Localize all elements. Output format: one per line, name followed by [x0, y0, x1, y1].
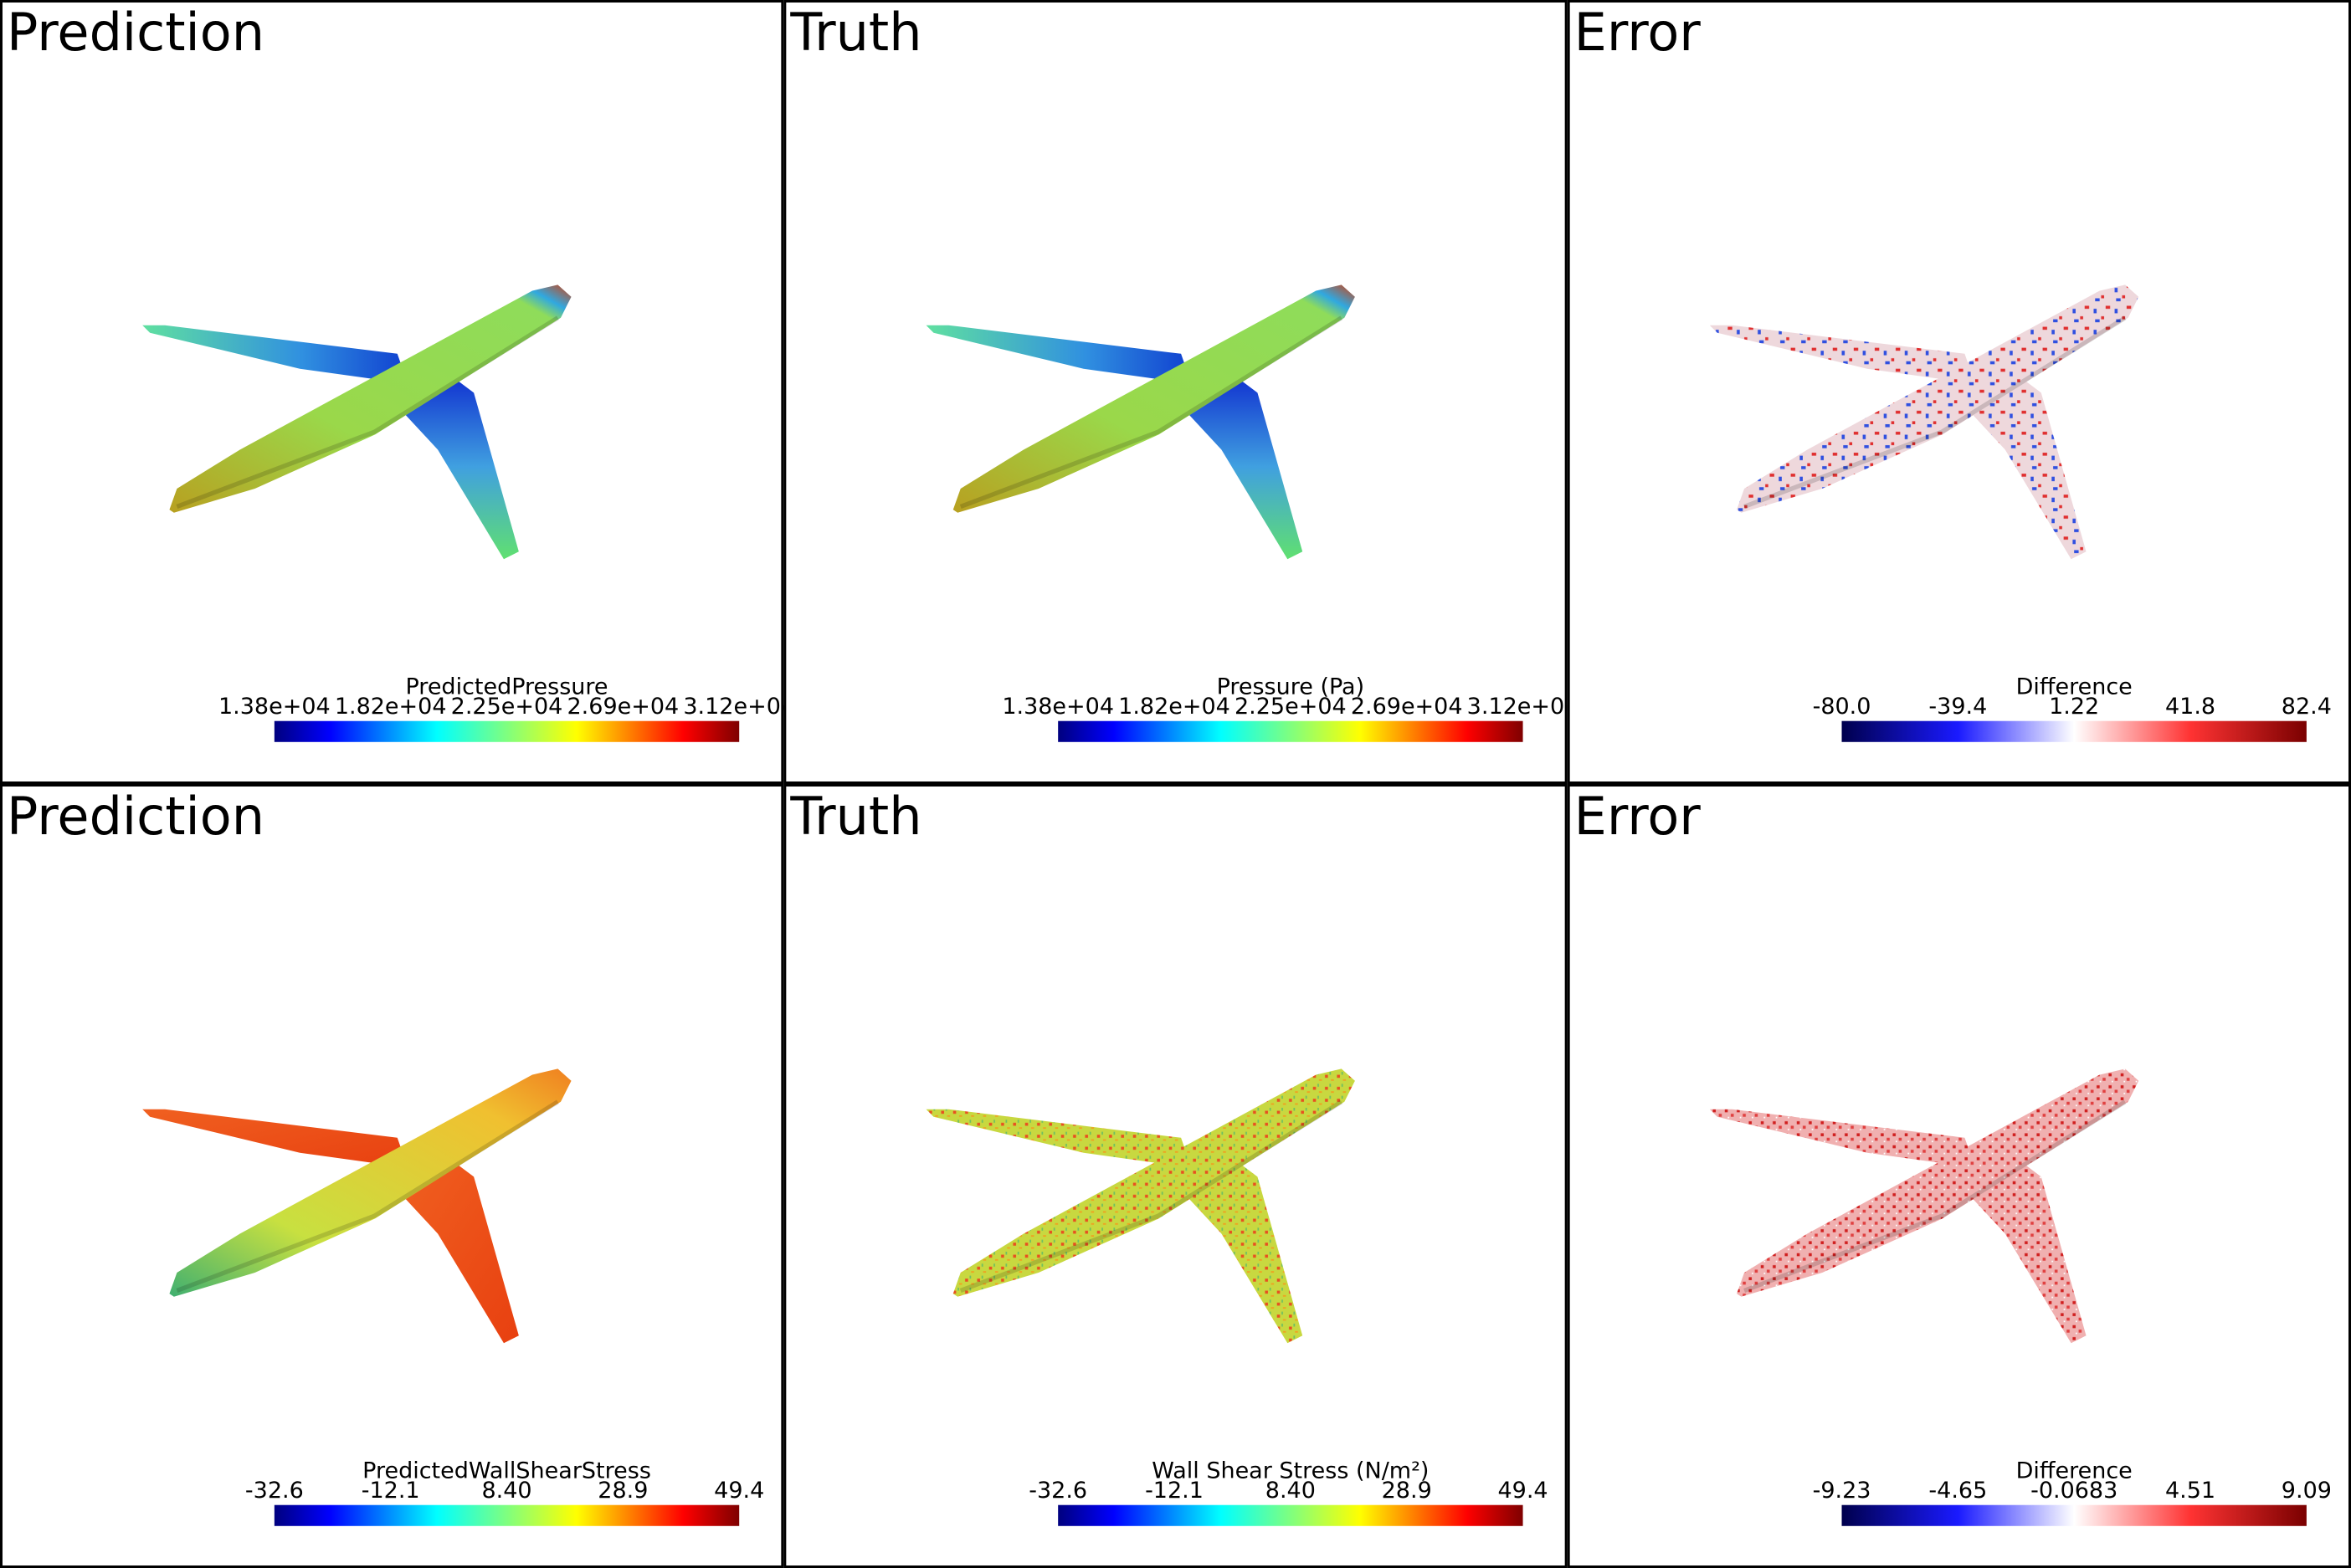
panel-title: Error [1574, 786, 1702, 847]
wing-left [142, 1109, 408, 1168]
wing-left [1709, 325, 1975, 384]
wing-left [142, 325, 408, 384]
airplane-render [926, 1068, 1355, 1344]
wing-right [1182, 1158, 1303, 1344]
colorbar [1058, 720, 1523, 742]
wing-left [926, 325, 1192, 384]
wing-left [926, 1109, 1192, 1168]
colorbar-tick-label: -0.0683 [2030, 1478, 2117, 1504]
colorbar-title: PredictedWallShearStress [362, 1458, 651, 1483]
wing-right [1966, 374, 2087, 560]
panel: Error Difference -80.0 -39.4 1.22 41.8 82.4 [1567, 0, 2351, 784]
fuselage [1737, 1068, 2139, 1297]
fuselage-shade [1743, 315, 2127, 510]
colorbar-title: Pressure (Pa) [1217, 674, 1365, 699]
fuselage [1737, 284, 2139, 513]
panel-content: Prediction PredictedPressure 1.38e+04 1.82e… [0, 0, 795, 784]
fuselage-shade [1743, 1099, 2127, 1294]
panel-content: Truth Pressure (Pa) 1.38e+04 1.82e+04 2.25e+… [783, 0, 1579, 784]
colorbar-title: Difference [2016, 1458, 2133, 1483]
colorbar-tick-label: 9.09 [2282, 1478, 2332, 1504]
colorbar-tick-label: -9.23 [1813, 1478, 1871, 1504]
fuselage [169, 284, 572, 513]
colorbar-tick-label: 2.69e+04 [1351, 694, 1463, 720]
panel-title: Truth [789, 2, 921, 63]
colorbar-tick-label: 3.12e+04 [1467, 694, 1579, 720]
colorbar-title: Wall Shear Stress (N/m²) [1152, 1458, 1429, 1483]
colorbar-tick-label: -39.4 [1928, 694, 1987, 720]
panel-border [783, 0, 1568, 784]
colorbar-tick-label: 82.4 [2282, 694, 2332, 720]
panel-border [0, 784, 784, 1568]
colorbar-tick-label: 1.82e+04 [1118, 694, 1230, 720]
colorbar-tick-label: 2.25e+04 [451, 694, 563, 720]
colorbar-tick-label: -32.6 [1029, 1478, 1087, 1504]
colorbar-title: Difference [2016, 674, 2133, 699]
colorbar-tick-label: 8.40 [1265, 1478, 1316, 1504]
colorbar-tick-label: 28.9 [1382, 1478, 1432, 1504]
fuselage-shade [176, 1099, 559, 1294]
airplane-render [142, 284, 572, 560]
colorbar-tick-label: 41.8 [2165, 694, 2215, 720]
wing-right [1966, 1158, 2087, 1344]
colorbar [274, 1504, 740, 1526]
colorbar [1841, 720, 2307, 742]
airplane-render [1709, 284, 2139, 560]
colorbar-tick-label: 8.40 [481, 1478, 531, 1504]
colorbar-tick-label: 1.38e+04 [218, 694, 331, 720]
fuselage [952, 284, 1355, 513]
panel: Truth Pressure (Pa) 1.38e+04 1.82e+04 2.25e+… [783, 0, 1579, 784]
fuselage [169, 1068, 572, 1297]
colorbar-tick-label: 28.9 [598, 1478, 648, 1504]
airplane-render [1709, 1068, 2139, 1344]
panel: Error Difference -9.23 -4.65 -0.0683 4.51 9.09 [1567, 784, 2351, 1568]
colorbar-tick-label: 2.69e+04 [567, 694, 680, 720]
wing-right [398, 374, 519, 560]
colorbar-tick-label: 49.4 [1497, 1478, 1548, 1504]
colorbar-tick-label: 1.38e+04 [1002, 694, 1114, 720]
panel: Truth Wall Shear Stress (N/m²) -32.6 -12.1 8… [783, 784, 1568, 1568]
panel-content: Truth Wall Shear Stress (N/m²) -32.6 -12.1 8… [783, 784, 1568, 1568]
colorbar-tick-label: -12.1 [362, 1478, 420, 1504]
panel-content: Error Difference -9.23 -4.65 -0.0683 4.51 9.09 [1567, 784, 2351, 1568]
panel-border [783, 784, 1568, 1568]
colorbar-tick-label: -32.6 [245, 1478, 304, 1504]
fuselage [952, 1068, 1355, 1297]
panel: Prediction PredictedPressure 1.38e+04 1.82e… [0, 0, 795, 784]
colorbar-tick-label: 2.25e+04 [1235, 694, 1347, 720]
wing-right [1182, 374, 1303, 560]
panel-content: Prediction PredictedWallShearStress -32.6 -… [0, 784, 784, 1568]
panel-border [1567, 0, 2351, 784]
fuselage-shade [959, 315, 1343, 510]
wing-right [398, 1158, 519, 1344]
colorbar [274, 720, 740, 742]
fuselage-shade [176, 315, 559, 510]
colorbar-title: PredictedPressure [406, 674, 608, 699]
panel-title: Error [1574, 2, 1702, 63]
colorbar-tick-label: 1.82e+04 [335, 694, 447, 720]
colorbar-tick-label: 1.22 [2049, 694, 2099, 720]
colorbar-tick-label: 4.51 [2165, 1478, 2215, 1504]
colorbar [1058, 1504, 1523, 1526]
colorbar [1841, 1504, 2307, 1526]
panel-title: Truth [789, 786, 921, 847]
panel: Prediction PredictedWallShearStress -32.6 -… [0, 784, 784, 1568]
colorbar-tick-label: 49.4 [714, 1478, 764, 1504]
panel-title: Prediction [7, 2, 264, 63]
panel-title: Prediction [7, 786, 264, 847]
colorbar-tick-label: -80.0 [1813, 694, 1871, 720]
panel-border [1567, 784, 2351, 1568]
colorbar-tick-label: -12.1 [1145, 1478, 1204, 1504]
panel-border [0, 0, 784, 784]
fuselage-shade [959, 1099, 1343, 1294]
panel-content: Error Difference -80.0 -39.4 1.22 41.8 82.4 [1567, 0, 2351, 784]
wing-left [1709, 1109, 1975, 1168]
airplane-render [926, 284, 1355, 560]
colorbar-tick-label: 3.12e+04 [683, 694, 795, 720]
colorbar-tick-label: -4.65 [1928, 1478, 1987, 1504]
airplane-render [142, 1068, 572, 1344]
